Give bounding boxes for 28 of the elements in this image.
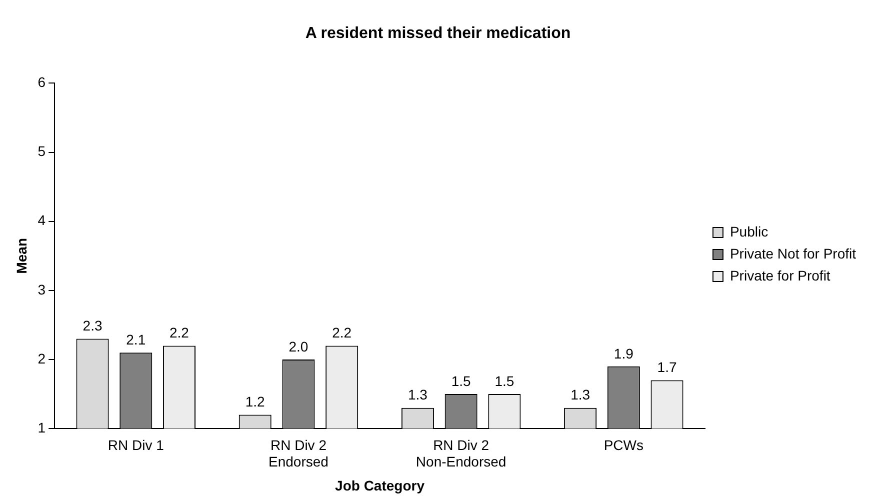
chart-title: A resident missed their medication [305,25,571,42]
x-tick-label: RN Div 1 [108,436,164,453]
y-tick-label: 5 [38,143,46,160]
data-label: 1.3 [570,386,590,403]
y-tick-label: 4 [38,212,46,228]
legend-label: Private for Profit [730,267,830,284]
data-label: 2.3 [82,318,102,334]
y-tick-label: 1 [38,419,46,436]
legend-label: Public [730,223,768,240]
data-label: 2.1 [126,331,146,348]
y-tick-label: 6 [38,74,46,90]
data-label: 1.7 [657,359,677,376]
x-tick-label: RN Div 2 Non-Endorsed [416,436,506,470]
data-label: 1.2 [245,394,266,410]
data-label: 2.2 [170,324,190,341]
y-tick-label: 3 [38,281,46,298]
y-axis-title: Mean [13,238,30,274]
data-label: 1.5 [451,372,472,389]
y-tick-label: 2 [38,350,46,366]
data-label: 1.9 [614,345,634,362]
x-tick-label: PCWs [604,436,644,453]
data-label: 1.3 [408,386,428,403]
x-axis-title: Job Category [335,477,425,494]
data-label: 2.0 [288,338,308,354]
data-label: 2.2 [332,324,352,341]
x-tick-label: RN Div 2 Endorsed [268,436,328,470]
legend-label: Private Not for Profit [730,245,856,262]
data-label: 1.5 [494,372,514,389]
